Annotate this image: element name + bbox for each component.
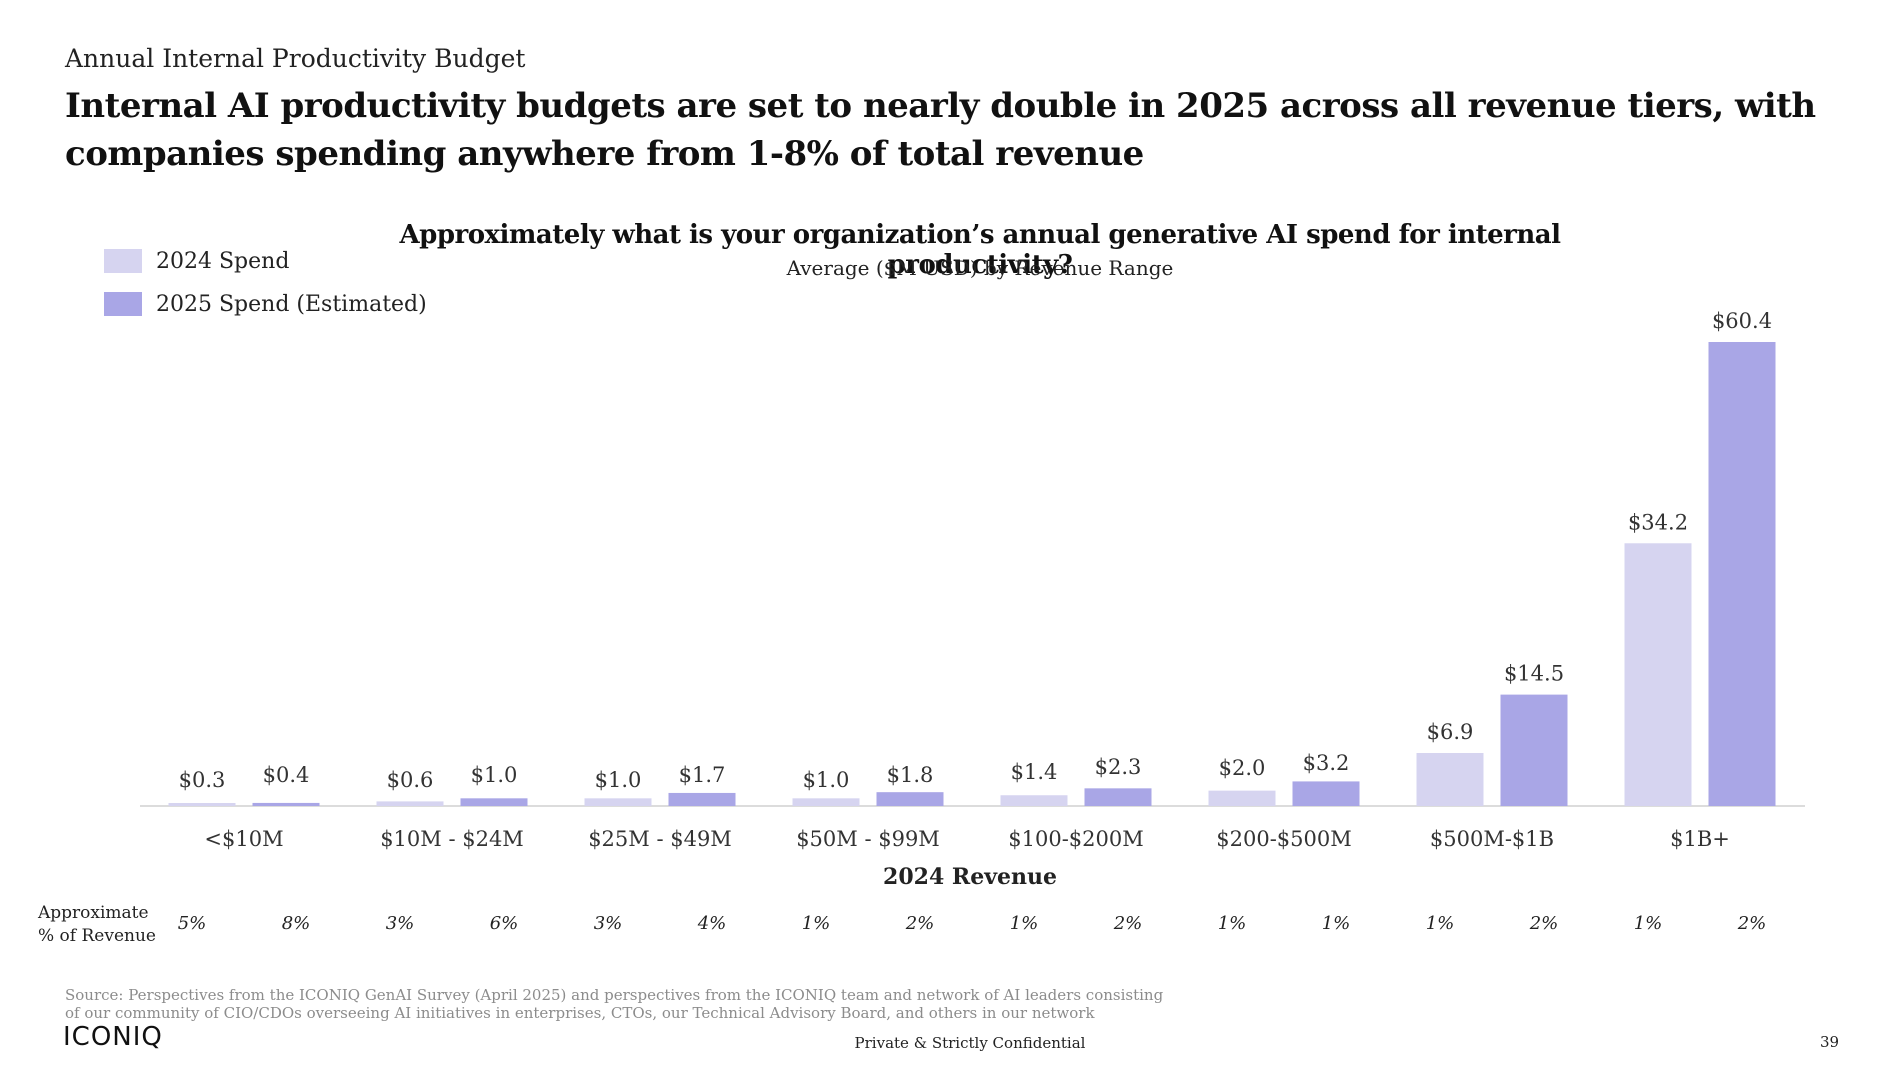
source-note: Source: Perspectives from the ICONIQ Gen… <box>65 986 1164 1022</box>
pct-of-revenue-2025-6: 2% <box>1529 913 1559 934</box>
legend-swatch-2024 <box>104 249 142 273</box>
x-tick-label-2: $25M - $49M <box>588 827 732 851</box>
legend-label-2025: 2025 Spend (Estimated) <box>156 291 427 317</box>
value-label-2024-2: $1.0 <box>595 768 642 792</box>
bar-2024-0 <box>168 803 236 806</box>
value-label-2025-2: $1.7 <box>679 763 726 787</box>
pct-of-revenue-2024-7: 1% <box>1633 913 1663 934</box>
x-axis-title: 2024 Revenue <box>883 864 1057 890</box>
x-tick-label-0: <$10M <box>204 827 283 851</box>
pct-of-revenue-2025-5: 1% <box>1321 913 1351 934</box>
bar-2025-1 <box>460 798 528 806</box>
value-label-2024-5: $2.0 <box>1219 756 1266 780</box>
bar-2024-3 <box>792 798 860 806</box>
pct-of-revenue-2025-1: 6% <box>489 913 519 934</box>
x-tick-label-5: $200-$500M <box>1216 827 1352 851</box>
bar-2025-6 <box>1500 694 1568 806</box>
pct-of-revenue-2025-2: 4% <box>697 913 727 934</box>
legend-label-2024: 2024 Spend <box>156 248 290 274</box>
value-label-2025-1: $1.0 <box>471 763 518 787</box>
bar-2024-1 <box>376 801 444 806</box>
value-label-2025-0: $0.4 <box>263 763 310 787</box>
bar-chart: $0.3 $0.4 <$10M $0.6 $1.0 $10M - $24M $1.0 $1.7… <box>140 309 1805 890</box>
slide-headline: Internal AI productivity budgets are set… <box>65 86 1816 174</box>
x-tick-label-4: $100-$200M <box>1008 827 1144 851</box>
value-label-2024-7: $34.2 <box>1628 510 1688 534</box>
value-label-2024-3: $1.0 <box>803 768 850 792</box>
legend-item-2025: 2025 Spend (Estimated) <box>104 291 427 317</box>
pct-of-revenue-row-label: Approximate % of Revenue <box>38 902 156 948</box>
iconiq-logo: ICONIQ <box>63 1022 163 1052</box>
pct-of-revenue-2025-3: 2% <box>905 913 935 934</box>
pct-of-revenue-2024-3: 1% <box>801 913 831 934</box>
value-label-2025-5: $3.2 <box>1303 751 1350 775</box>
page-number: 39 <box>1820 1033 1840 1051</box>
value-label-2025-3: $1.8 <box>887 763 934 787</box>
x-tick-label-3: $50M - $99M <box>796 827 940 851</box>
value-label-2024-1: $0.6 <box>387 768 434 792</box>
pct-of-revenue-2024-5: 1% <box>1217 913 1247 934</box>
value-label-2024-0: $0.3 <box>179 768 226 792</box>
bar-2025-5 <box>1292 781 1360 806</box>
pct-of-revenue-2024-6: 1% <box>1425 913 1455 934</box>
pct-of-revenue-2024-2: 3% <box>593 913 623 934</box>
bar-2025-7 <box>1708 342 1776 806</box>
value-label-2025-4: $2.3 <box>1095 755 1142 779</box>
value-label-2024-4: $1.4 <box>1011 760 1058 784</box>
bar-2024-7 <box>1624 543 1692 806</box>
bar-2024-4 <box>1000 795 1068 806</box>
x-tick-label-6: $500M-$1B <box>1430 827 1554 851</box>
pct-of-revenue-2024-4: 1% <box>1009 913 1039 934</box>
chart-subtitle: Average ($M USD) by Revenue Range <box>786 256 1174 280</box>
pct-of-revenue-2024-1: 3% <box>385 913 415 934</box>
x-tick-label-1: $10M - $24M <box>380 827 524 851</box>
value-label-2025-6: $14.5 <box>1504 662 1564 686</box>
pct-row-label-line1: Approximate <box>38 903 149 923</box>
bar-2025-0 <box>252 802 320 806</box>
legend-swatch-2025 <box>104 292 142 316</box>
pct-of-revenue-2025-4: 2% <box>1113 913 1143 934</box>
pct-of-revenue-2024-0: 5% <box>177 913 207 934</box>
value-label-2024-6: $6.9 <box>1427 720 1474 744</box>
slide-kicker: Annual Internal Productivity Budget <box>65 44 526 73</box>
pct-row-label-line2: % of Revenue <box>38 926 156 946</box>
pct-of-revenue-2025-7: 2% <box>1737 913 1767 934</box>
bar-2025-4 <box>1084 788 1152 806</box>
bar-2024-6 <box>1416 752 1484 806</box>
pct-of-revenue-2025-0: 8% <box>281 913 311 934</box>
legend-item-2024: 2024 Spend <box>104 248 289 274</box>
bar-2024-2 <box>584 798 652 806</box>
x-tick-label-7: $1B+ <box>1670 827 1730 851</box>
chart-title: Approximately what is your organization’… <box>399 220 1561 280</box>
confidential-note: Private & Strictly Confidential <box>854 1034 1086 1052</box>
bar-2024-5 <box>1208 790 1276 806</box>
bar-2025-2 <box>668 792 736 806</box>
bar-2025-3 <box>876 792 944 806</box>
value-label-2025-7: $60.4 <box>1712 309 1772 333</box>
